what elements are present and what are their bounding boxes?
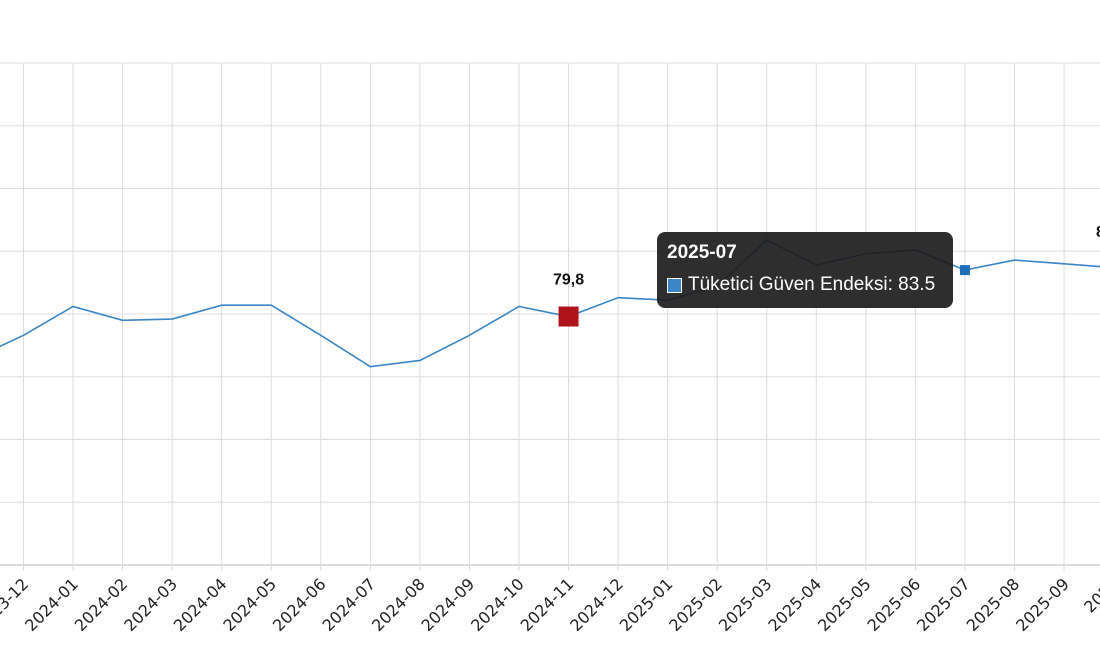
highlight-point-marker[interactable] bbox=[558, 306, 579, 327]
x-tick-label: 2025-07 bbox=[913, 574, 974, 635]
chart-grid bbox=[0, 62, 1100, 571]
x-tick-label: 2025-02 bbox=[665, 574, 726, 635]
x-tick-label: 2025-01 bbox=[616, 574, 677, 635]
tooltip-series-label: Tüketici Güven Endeksi: 83.5 bbox=[688, 274, 936, 295]
tooltip-row: Tüketici Güven Endeksi: 83.5 bbox=[667, 274, 943, 296]
x-tick-label: 2025-09 bbox=[1012, 574, 1073, 635]
x-tick-label: 2025-05 bbox=[814, 574, 875, 635]
x-tick-label: 2024-04 bbox=[170, 574, 231, 635]
hovered-point-marker[interactable] bbox=[959, 265, 970, 276]
chart-tooltip: 2025-07 Tüketici Güven Endeksi: 83.5 bbox=[657, 232, 953, 308]
x-tick-label: 2025-03 bbox=[715, 574, 776, 635]
chart-marks bbox=[558, 265, 970, 327]
tooltip-series-swatch bbox=[667, 277, 682, 293]
x-tick-label: 2024-06 bbox=[269, 574, 330, 635]
chart-labels: 79,88 bbox=[553, 224, 1100, 289]
x-tick-label: 2025-06 bbox=[864, 574, 925, 635]
x-tick-label: 2024-11 bbox=[517, 574, 578, 635]
highlight-data-label: 79,8 bbox=[553, 272, 584, 289]
x-tick-label: 2024-05 bbox=[219, 574, 280, 635]
x-tick-label: 2024-10 bbox=[467, 574, 528, 635]
x-tick-label: 2025 bbox=[1080, 574, 1100, 616]
x-tick-label: 2024-09 bbox=[418, 574, 479, 635]
x-tick-label: 2024-07 bbox=[318, 574, 379, 635]
x-tick-label: 23-12 bbox=[0, 574, 32, 620]
x-tick-label: 2025-04 bbox=[764, 574, 825, 635]
x-tick-label: 2024-12 bbox=[566, 574, 627, 635]
x-tick-label: 2024-08 bbox=[368, 574, 429, 635]
x-tick-label: 2024-01 bbox=[21, 574, 82, 635]
x-tick-label: 2024-02 bbox=[71, 574, 132, 635]
x-tick-label: 2025-08 bbox=[963, 574, 1024, 635]
edge-data-label: 8 bbox=[1096, 224, 1100, 241]
x-axis-ticks: 23-122024-012024-022024-032024-042024-05… bbox=[0, 574, 1100, 635]
x-tick-label: 2024-03 bbox=[120, 574, 181, 635]
tooltip-title: 2025-07 bbox=[667, 242, 737, 263]
